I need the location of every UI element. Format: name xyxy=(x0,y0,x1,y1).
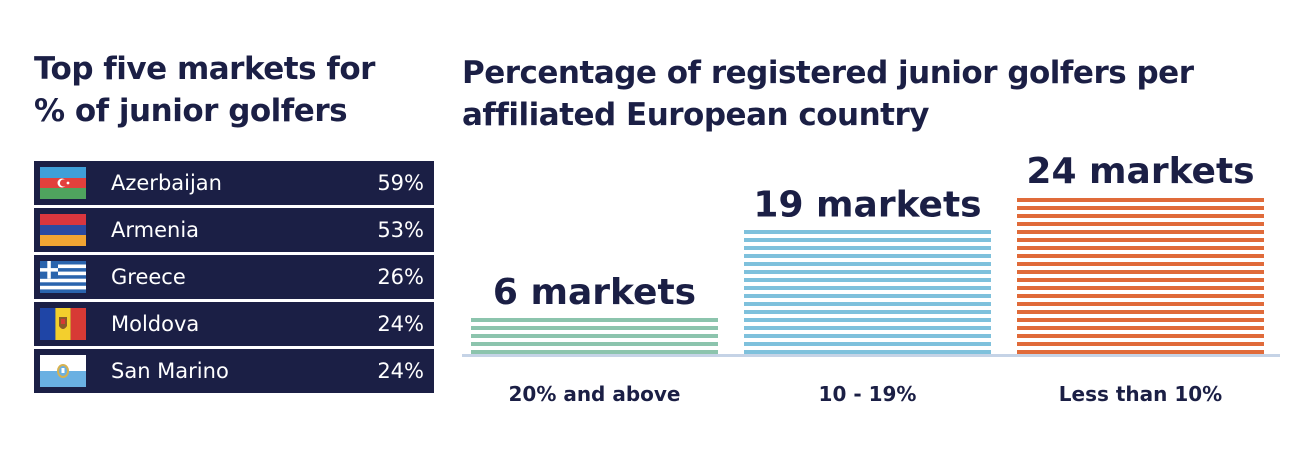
bar-stripe xyxy=(1017,214,1264,218)
top-markets-table: Azerbaijan 59% Armenia 53% Greece xyxy=(34,161,434,396)
bar xyxy=(744,230,991,354)
bar-stripe xyxy=(744,350,991,354)
chart-title-line-2: affiliated European country xyxy=(462,97,929,133)
bar-stripe xyxy=(744,262,991,266)
left-title-line-1: Top five markets for xyxy=(34,51,375,87)
greece-flag-icon xyxy=(40,261,86,293)
country-name: San Marino xyxy=(111,359,229,383)
bar-stripe xyxy=(744,238,991,242)
market-row: Armenia 53% xyxy=(34,208,434,252)
bar-stripe xyxy=(744,230,991,234)
bar-stripe xyxy=(1017,238,1264,242)
bar-stripe xyxy=(1017,318,1264,322)
market-row: Azerbaijan 59% xyxy=(34,161,434,205)
market-row: San Marino 24% xyxy=(34,349,434,393)
country-percent: 24% xyxy=(377,359,424,383)
bar-stripe xyxy=(744,294,991,298)
bar-stripe xyxy=(1017,350,1264,354)
bar-stripe xyxy=(744,278,991,282)
bar-stripe xyxy=(1017,254,1264,258)
bar-stripe xyxy=(744,318,991,322)
bar-stripe xyxy=(1017,286,1264,290)
category-label: Less than 10% xyxy=(1059,382,1222,406)
bar-value-label: 24 markets xyxy=(1026,151,1254,192)
bar-stripe xyxy=(471,342,718,346)
bar-stripe xyxy=(744,254,991,258)
country-name: Moldova xyxy=(111,312,200,336)
chart-title: Percentage of registered junior golfers … xyxy=(462,52,1222,136)
san-marino-flag-icon xyxy=(40,355,86,387)
market-row: Moldova 24% xyxy=(34,302,434,346)
bar-stripe xyxy=(744,246,991,250)
left-panel-title: Top five markets for % of junior golfers xyxy=(34,48,414,132)
bar-stripe xyxy=(1017,230,1264,234)
bar-stripe xyxy=(744,326,991,330)
bar-stripe xyxy=(1017,270,1264,274)
bar-stripe xyxy=(471,350,718,354)
country-name: Armenia xyxy=(111,218,200,242)
bar-stripe xyxy=(1017,262,1264,266)
bar-stripe xyxy=(1017,246,1264,250)
bar-stripe xyxy=(1017,222,1264,226)
category-label: 10 - 19% xyxy=(819,382,917,406)
bar-stripe xyxy=(471,326,718,330)
country-percent: 53% xyxy=(377,218,424,242)
bar-stripe xyxy=(1017,278,1264,282)
country-name: Greece xyxy=(111,265,186,289)
country-percent: 59% xyxy=(377,171,424,195)
country-name: Azerbaijan xyxy=(111,171,222,195)
bar-value-label: 6 markets xyxy=(493,272,696,313)
chart-title-line-1: Percentage of registered junior golfers … xyxy=(462,55,1194,91)
bar-stripe xyxy=(1017,310,1264,314)
market-row: Greece 26% xyxy=(34,255,434,299)
moldova-flag-icon xyxy=(40,308,86,340)
bar-stripe xyxy=(1017,326,1264,330)
bar xyxy=(1017,198,1264,354)
bar-stripe xyxy=(1017,342,1264,346)
left-title-line-2: % of junior golfers xyxy=(34,93,348,129)
armenia-flag-icon xyxy=(40,214,86,246)
bar-stripe xyxy=(471,334,718,338)
bar-stripe xyxy=(1017,302,1264,306)
bar-stripe xyxy=(744,334,991,338)
bar xyxy=(471,318,718,354)
country-percent: 24% xyxy=(377,312,424,336)
bar-stripe xyxy=(1017,294,1264,298)
azerbaijan-flag-icon xyxy=(40,167,86,199)
bar-stripe xyxy=(744,286,991,290)
category-label: 20% and above xyxy=(508,382,680,406)
bar-stripe xyxy=(1017,206,1264,210)
bar-stripe xyxy=(744,310,991,314)
bar-stripe xyxy=(1017,198,1264,202)
bar-stripe xyxy=(744,302,991,306)
bar-stripe xyxy=(744,270,991,274)
bar-stripe xyxy=(471,318,718,322)
x-axis-baseline xyxy=(462,354,1280,357)
country-percent: 26% xyxy=(377,265,424,289)
bar-stripe xyxy=(744,342,991,346)
bar-stripe xyxy=(1017,334,1264,338)
bar-value-label: 19 markets xyxy=(753,185,981,226)
